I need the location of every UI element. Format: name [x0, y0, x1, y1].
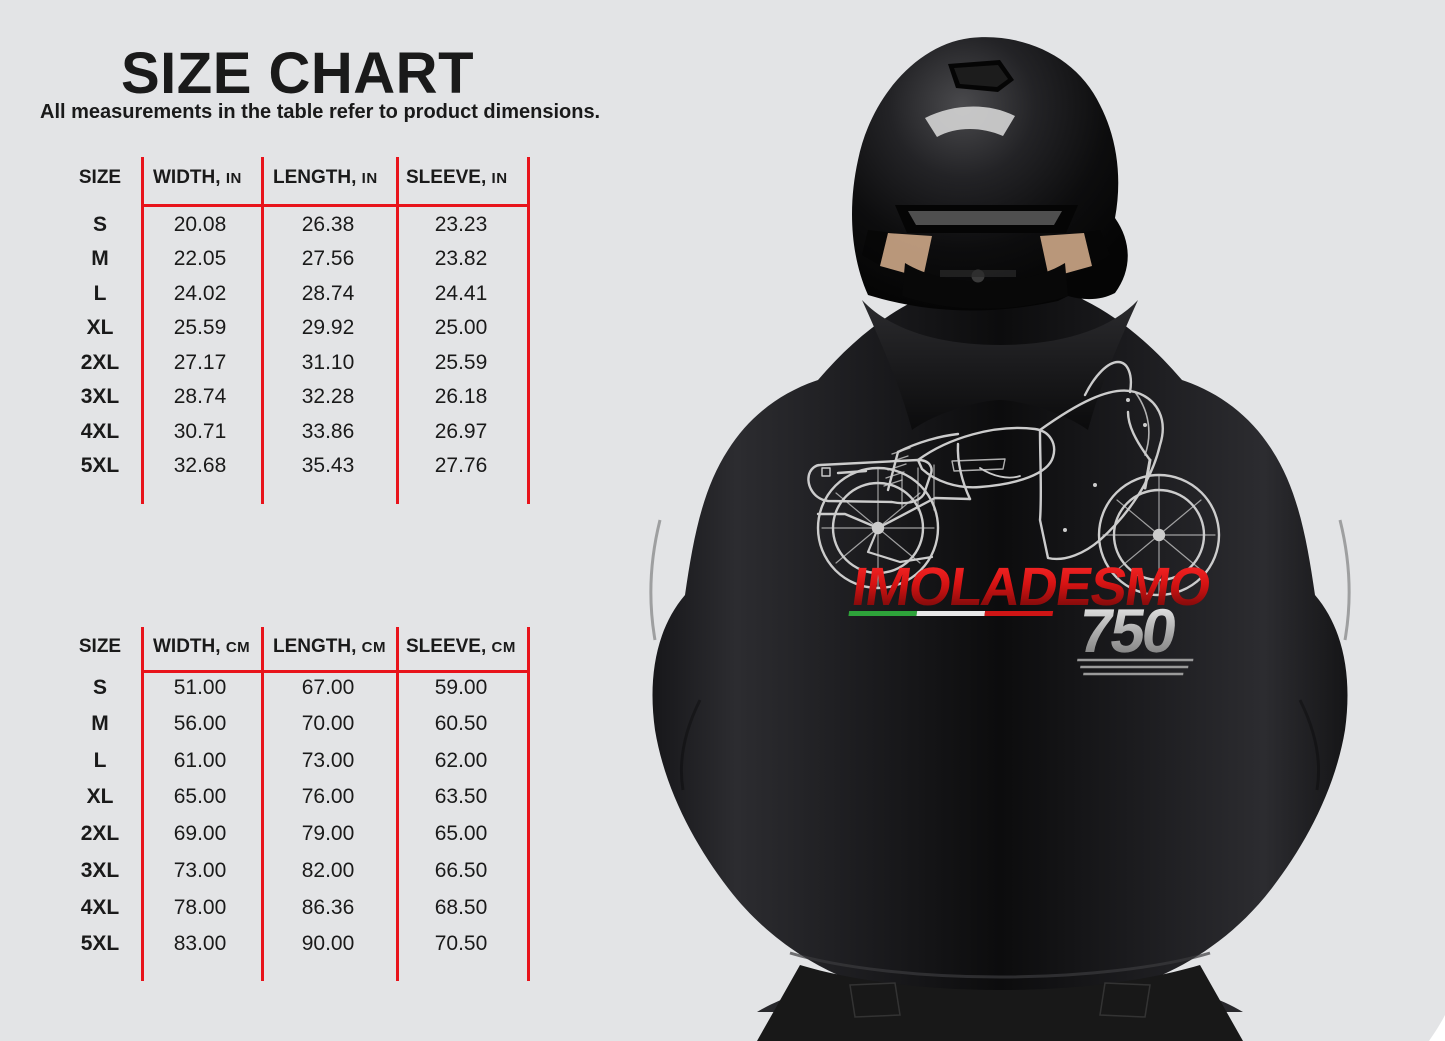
- svg-text:750: 750: [1074, 597, 1179, 666]
